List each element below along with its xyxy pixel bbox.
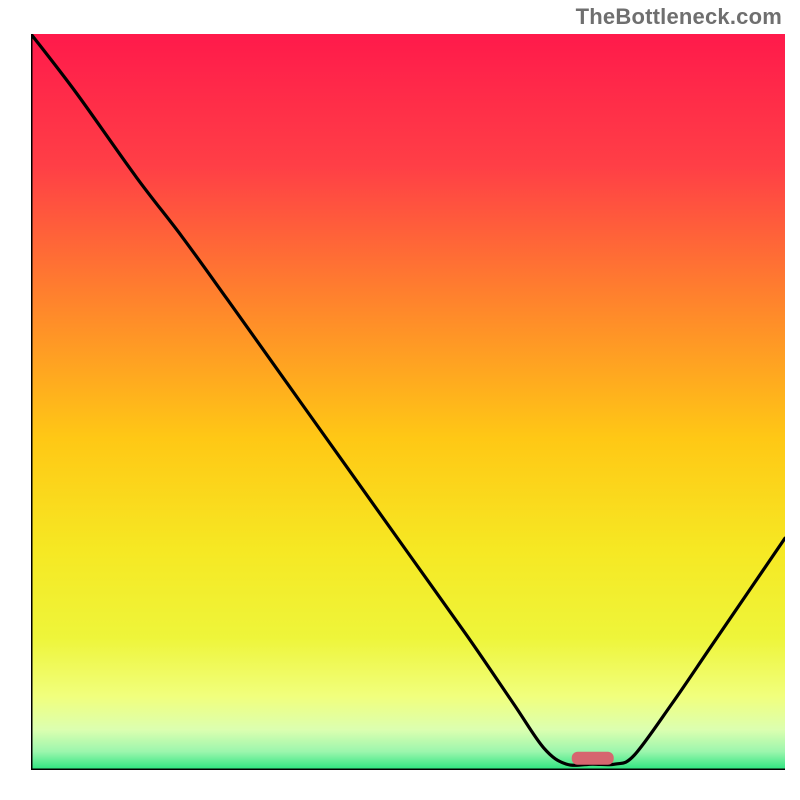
bottleneck-chart: TheBottleneck.com <box>0 0 800 800</box>
gradient-background <box>31 34 785 770</box>
watermark-text: TheBottleneck.com <box>576 4 782 30</box>
optimal-marker <box>572 752 614 765</box>
plot-area <box>31 34 785 770</box>
